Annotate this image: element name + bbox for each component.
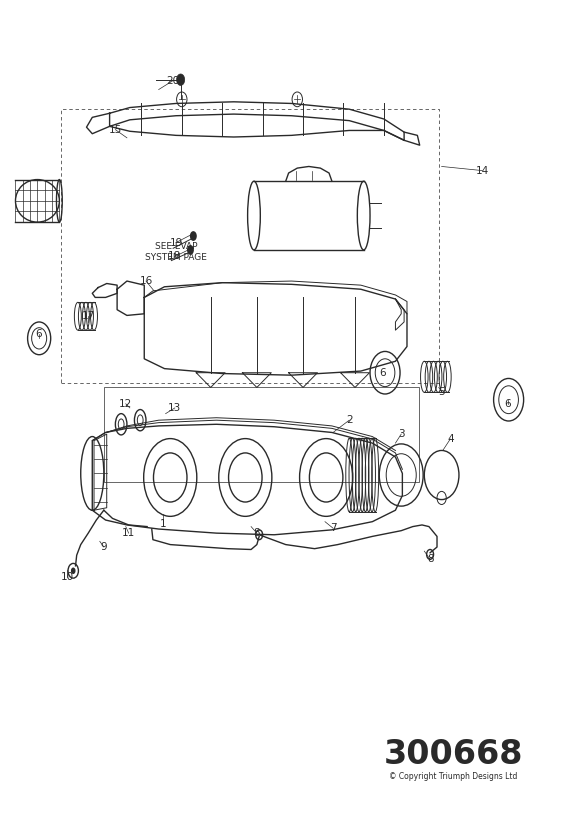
Text: 4: 4	[447, 434, 454, 444]
Text: 10: 10	[61, 573, 74, 583]
Text: © Copyright Triumph Designs Ltd: © Copyright Triumph Designs Ltd	[389, 772, 517, 780]
Text: 12: 12	[119, 399, 132, 409]
Text: 17: 17	[82, 311, 95, 321]
Text: 20: 20	[167, 76, 180, 86]
Text: 6: 6	[380, 368, 386, 377]
Text: 15: 15	[109, 124, 122, 134]
Text: 16: 16	[139, 276, 153, 286]
Text: 8: 8	[427, 555, 433, 564]
Text: 6: 6	[35, 330, 42, 339]
Text: 2: 2	[346, 415, 353, 425]
Circle shape	[187, 245, 194, 255]
Text: 14: 14	[475, 166, 489, 176]
Circle shape	[177, 74, 185, 86]
Text: 8: 8	[254, 528, 260, 538]
Text: 6: 6	[505, 399, 511, 409]
Text: 7: 7	[330, 523, 336, 533]
Circle shape	[71, 568, 76, 574]
Text: 19: 19	[170, 237, 182, 247]
Text: 13: 13	[168, 403, 181, 413]
Text: 5: 5	[438, 386, 445, 396]
Text: 3: 3	[398, 429, 405, 439]
Text: 11: 11	[122, 528, 135, 538]
Text: 18: 18	[168, 251, 181, 261]
Text: 1: 1	[160, 519, 167, 529]
Text: 300668: 300668	[384, 737, 523, 770]
Text: SEE EVAP
SYSTEM PAGE: SEE EVAP SYSTEM PAGE	[145, 242, 207, 263]
Circle shape	[190, 231, 197, 241]
Text: 9: 9	[100, 542, 107, 552]
